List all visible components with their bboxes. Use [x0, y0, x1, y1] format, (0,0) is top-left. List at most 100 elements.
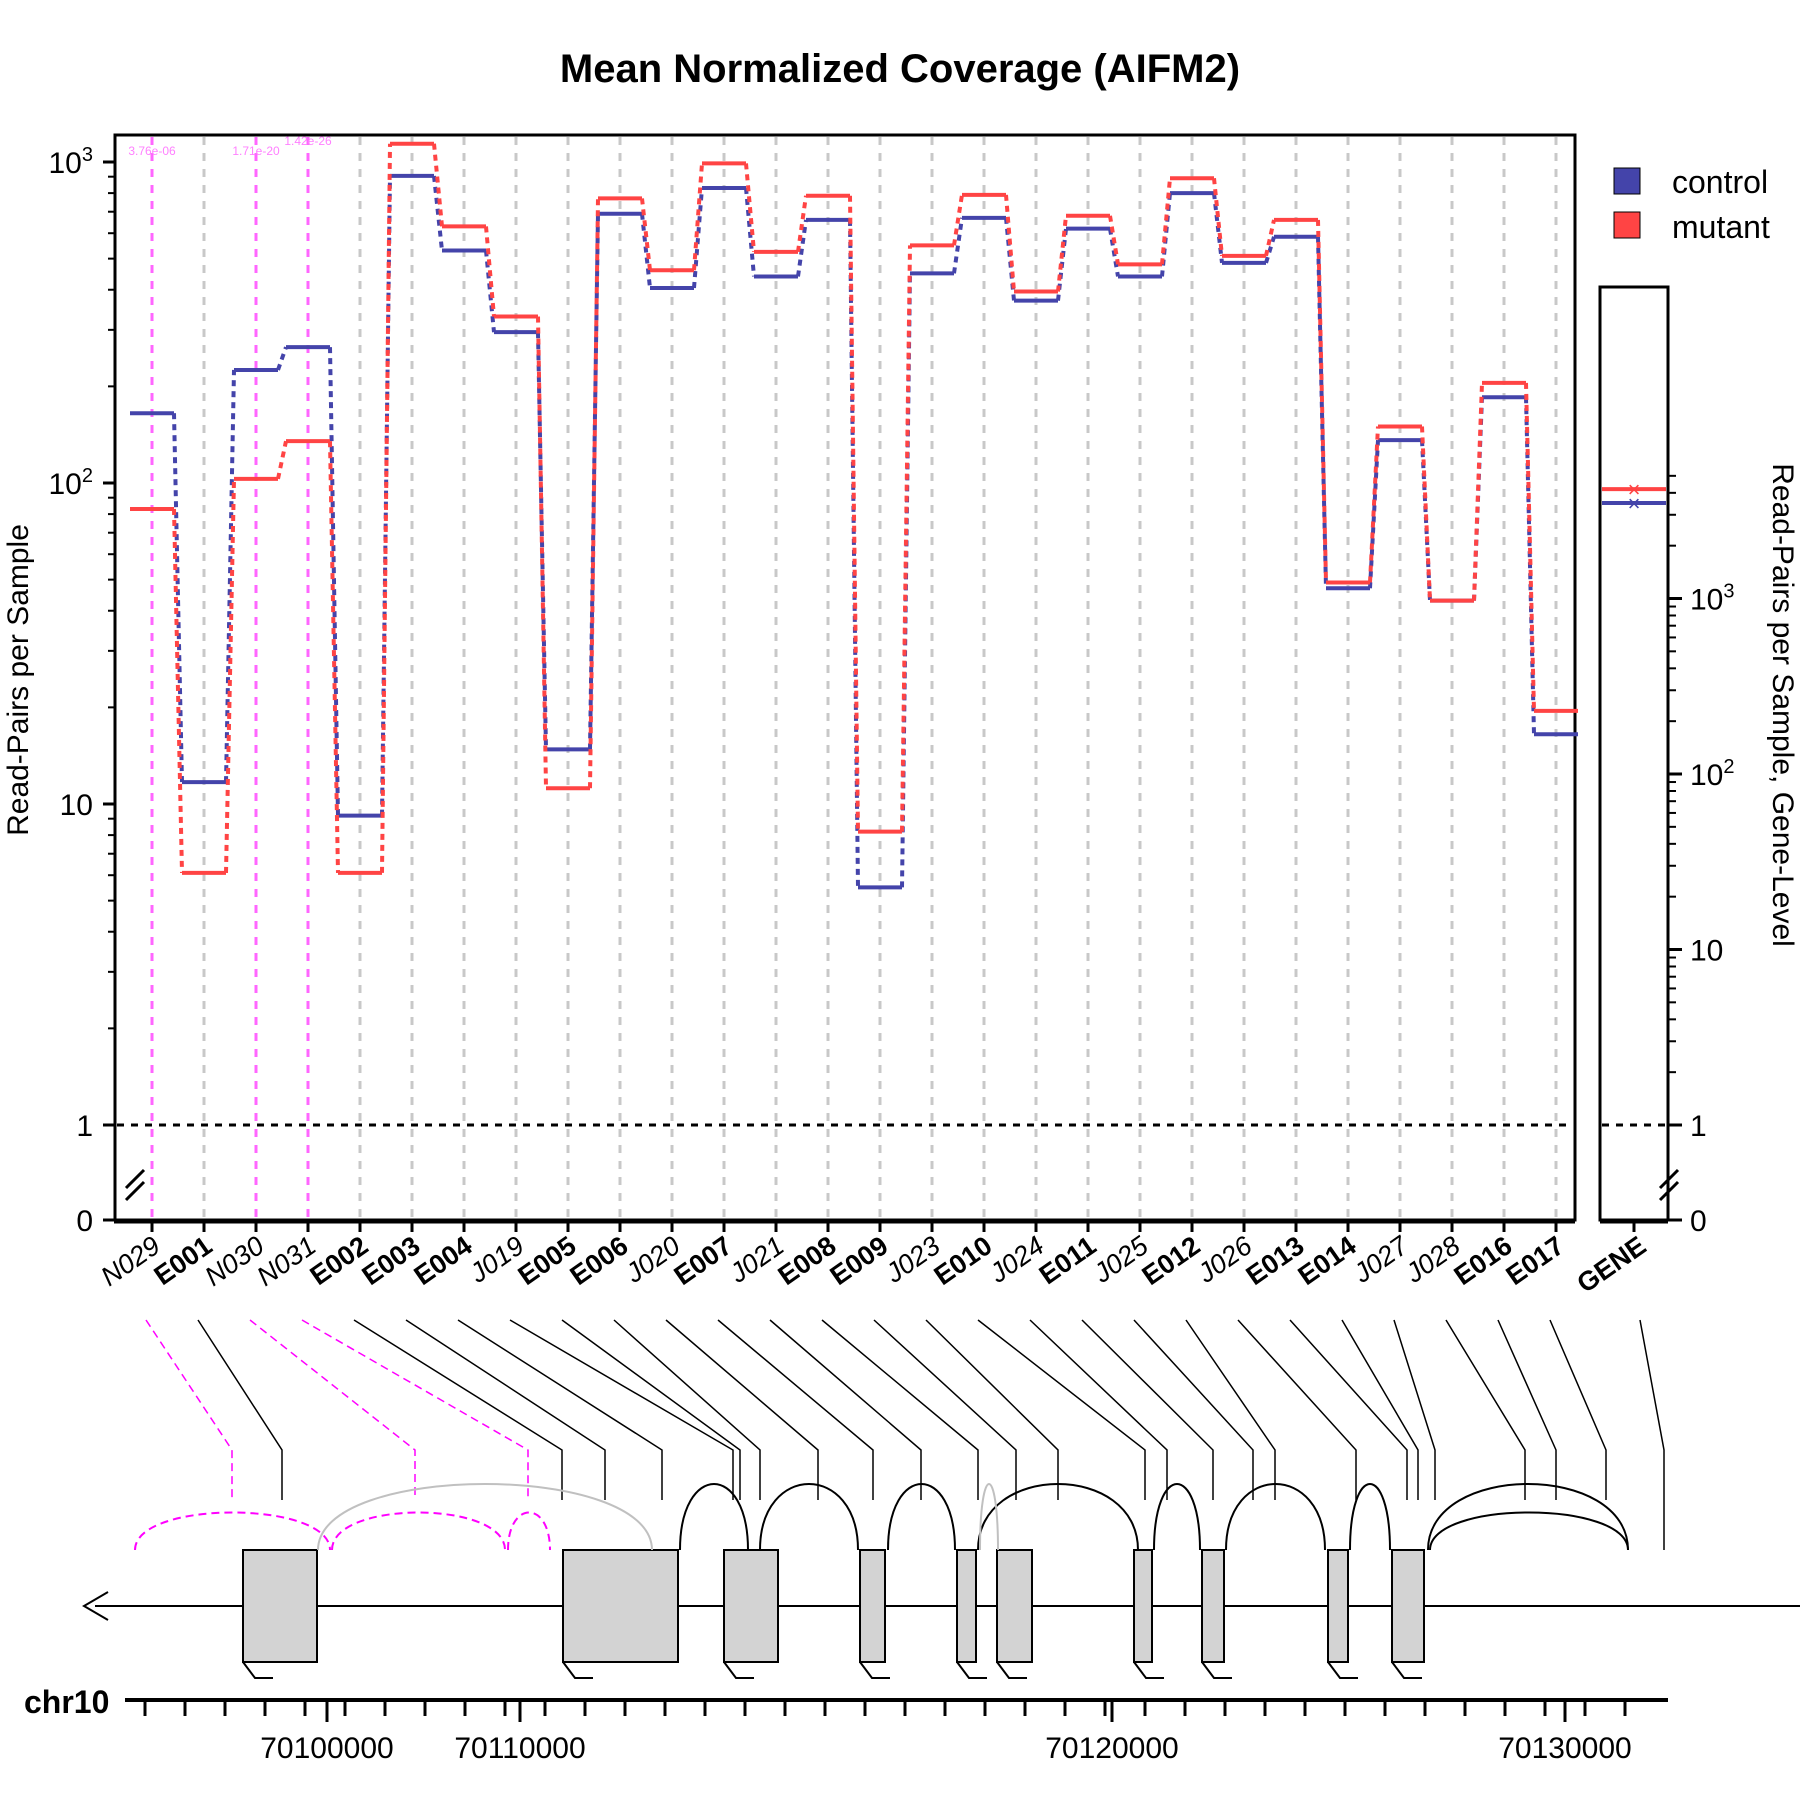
pvalue-N031: 1.42e-26: [284, 134, 332, 148]
legend: control mutant: [1613, 164, 1770, 245]
control-link-E003: [432, 175, 444, 251]
axis-break-mark: [124, 1168, 146, 1190]
connector-N031: [301, 1319, 529, 1500]
connector-GENE: [1639, 1319, 1665, 1550]
mutant-link-E012: [1212, 178, 1224, 257]
junction-arc: [679, 1483, 749, 1551]
junction-arc: [887, 1483, 956, 1551]
novel-junction-arc: [134, 1511, 331, 1551]
exon-map-line: [1201, 1661, 1232, 1679]
pvalue-N030: 1.71e-20: [232, 144, 280, 158]
mutant-link-J023: [952, 194, 964, 246]
mutant-link-E007: [744, 163, 756, 253]
coverage-series: ××: [130, 141, 1666, 890]
exon-map-line: [242, 1661, 273, 1679]
main-plot-frame: [113, 133, 1577, 1222]
connector-E016: [1497, 1319, 1557, 1500]
mutant-link-E004: [484, 226, 496, 317]
feature-label-E016: E016: [1449, 1230, 1518, 1291]
junction-arc: [1349, 1483, 1391, 1551]
legend-label-control: control: [1672, 164, 1768, 200]
connector-J028: [1445, 1319, 1526, 1500]
feature-label-E010: E010: [929, 1230, 998, 1291]
genome-tick-label: 70130000: [1498, 1732, 1631, 1765]
mutant-link-J021: [796, 195, 808, 253]
junction-arc: [1153, 1483, 1201, 1551]
feature-label-J023: J023: [879, 1230, 945, 1289]
control-link-J019: [536, 332, 548, 750]
connector-E013: [1289, 1319, 1408, 1500]
junction-arc: [1427, 1483, 1629, 1551]
y-tick-label-1: 1: [76, 1110, 93, 1143]
feature-label-J025: J025: [1087, 1230, 1154, 1289]
feature-label-J024: J024: [983, 1230, 1049, 1289]
control-gene-mark: ×: [1628, 491, 1641, 516]
mutant-link-J025: [1160, 178, 1172, 265]
exon-map-line: [723, 1661, 754, 1679]
control-link-J020: [692, 187, 704, 289]
control-link-E014: [1368, 440, 1380, 589]
y-axis-label: Read-Pairs per Sample: [2, 524, 35, 836]
mutant-link-E003: [432, 143, 444, 227]
junction-arc: [759, 1483, 859, 1551]
exon-map-line: [1133, 1661, 1164, 1679]
exon-box: [956, 1549, 977, 1663]
control-link-E005: [588, 213, 600, 750]
axes: 0 1 10 102 103 0 1 10 102 103: [49, 144, 1735, 1238]
feature-label-E007: E007: [669, 1230, 738, 1291]
connector-E009: [873, 1319, 1017, 1500]
connector-J025: [1133, 1319, 1254, 1500]
control-link-E004: [484, 250, 496, 333]
y-right-tick-label-2: 10: [1690, 935, 1723, 968]
connector-J019: [509, 1319, 734, 1500]
axis-break-mark: [124, 1180, 146, 1202]
feature-labels: N029E001N030N031E002E003E004J019E005E006…: [95, 1222, 1651, 1299]
feature-label-J026: J026: [1191, 1230, 1258, 1289]
mutant-link-J024: [1056, 215, 1068, 292]
exon-map-line: [1327, 1661, 1358, 1679]
axis-break-mark: [1658, 1168, 1680, 1190]
y-right-tick-label-3: 102: [1690, 756, 1735, 792]
control-link-E007: [744, 187, 756, 277]
feature-label-E012: E012: [1137, 1230, 1206, 1291]
feature-label-E006: E006: [565, 1230, 634, 1291]
y-tick-label-3: 102: [49, 465, 94, 501]
connector-E014: [1341, 1319, 1419, 1500]
strand-arrow-icon: [82, 1591, 109, 1621]
mutant-link-J020: [692, 163, 704, 271]
mutant-link-E008: [848, 195, 860, 832]
connector-E003: [405, 1319, 606, 1500]
novel-junction-arc: [331, 1511, 506, 1551]
mutant-link-N030: [276, 440, 288, 480]
feature-label-E008: E008: [773, 1230, 842, 1291]
feature-connectors: [145, 1319, 1665, 1550]
connector-E011: [1081, 1319, 1214, 1500]
mutant-link-E014: [1368, 426, 1380, 583]
mutant-link-N029: [172, 508, 184, 873]
connector-E008: [821, 1319, 979, 1500]
mutant-link-E016: [1524, 382, 1536, 711]
feature-label-E013: E013: [1241, 1230, 1310, 1291]
feature-label-E005: E005: [513, 1230, 582, 1291]
chromosome-label: chr10: [24, 1684, 109, 1720]
y-axis-label-right: Read-Pairs per Sample, Gene-Level: [1766, 463, 1799, 947]
junction-arc: [977, 1483, 1139, 1551]
y-tick-label-2: 10: [60, 789, 93, 822]
connector-J023: [925, 1319, 1059, 1500]
feature-label-E017: E017: [1501, 1230, 1570, 1291]
connector-N030: [249, 1319, 416, 1500]
y-tick-label-0: 0: [76, 1205, 93, 1238]
control-link-E001: [224, 369, 236, 783]
feature-label-E004: E004: [409, 1230, 478, 1291]
exon-map-line: [562, 1661, 593, 1679]
feature-label-E011: E011: [1034, 1230, 1102, 1290]
y-right-tick-label-4: 103: [1690, 581, 1735, 617]
connector-J027: [1393, 1319, 1436, 1500]
mutant-link-E011: [1108, 215, 1120, 265]
connector-E006: [613, 1319, 761, 1500]
mutant-link-E009: [900, 245, 912, 832]
genome-tick-label: 70120000: [1045, 1732, 1178, 1765]
gene-plot-frame: [1598, 285, 1670, 1222]
feature-label-J021: J021: [723, 1230, 789, 1289]
